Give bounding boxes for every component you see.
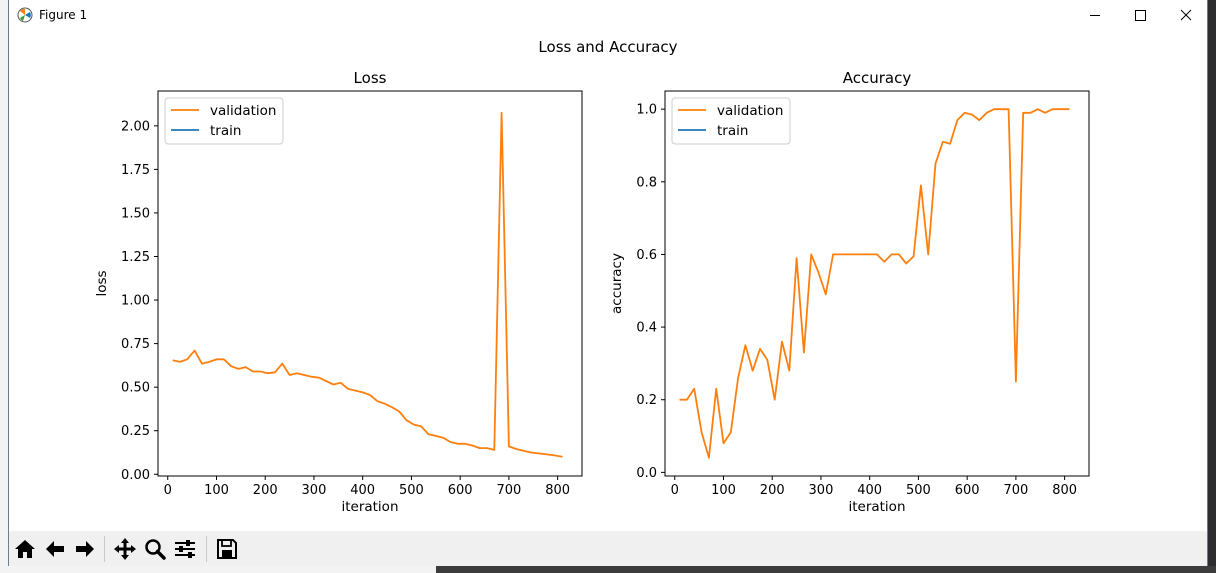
back-arrow-icon xyxy=(46,541,64,557)
x-tick-label: 500 xyxy=(906,483,931,498)
loss-subplot: Loss 0 100 200 300 400 500 600 700 800 0.00 0.25 0.5… xyxy=(94,69,583,515)
x-tick-label: 600 xyxy=(955,483,980,498)
background-right-editor xyxy=(1208,0,1216,573)
maximize-icon xyxy=(1135,10,1146,21)
figure-suptitle: Loss and Accuracy xyxy=(538,38,677,56)
legend-label: train xyxy=(210,123,241,139)
x-axis-label: iteration xyxy=(341,499,398,515)
x-tick-label: 400 xyxy=(350,483,375,498)
x-tick-label: 800 xyxy=(1052,483,1077,498)
figure-window: Figure 1 Loss and Accuracy Loss 0 100 200 30… xyxy=(8,0,1208,566)
axes-frame xyxy=(157,90,583,477)
y-tick-label: 0.50 xyxy=(121,381,150,396)
background-left xyxy=(0,0,8,573)
x-tick-label: 800 xyxy=(545,483,570,498)
x-tick-label: 100 xyxy=(204,483,229,498)
series-line-validation xyxy=(172,111,563,458)
close-icon xyxy=(1180,9,1192,21)
back-button[interactable] xyxy=(41,535,69,563)
x-tick-label: 500 xyxy=(399,483,424,498)
y-tick-label: 0.2 xyxy=(636,393,657,408)
minimize-icon xyxy=(1090,15,1100,16)
y-tick-label: 0.00 xyxy=(121,468,150,483)
toolbar-separator xyxy=(206,536,207,562)
x-tick-label: 0 xyxy=(164,483,172,498)
x-tick-label: 200 xyxy=(253,483,278,498)
configure-subplots-button[interactable] xyxy=(171,535,199,563)
background-bottom-left xyxy=(0,566,436,573)
y-axis-label: accuracy xyxy=(609,253,625,314)
x-tick-label: 300 xyxy=(809,483,834,498)
y-tick-label: 0.4 xyxy=(636,321,657,336)
legend-label: validation xyxy=(717,103,783,119)
x-tick-label: 200 xyxy=(760,483,785,498)
subplot-title: Loss xyxy=(354,69,387,87)
y-tick-label: 1.00 xyxy=(121,294,150,309)
pan-move-icon xyxy=(114,538,136,560)
legend-label: train xyxy=(717,123,748,139)
x-tick-label: 600 xyxy=(448,483,473,498)
maximize-button[interactable] xyxy=(1117,0,1163,31)
legend-label: validation xyxy=(210,103,276,119)
window-title: Figure 1 xyxy=(39,8,88,22)
y-tick-label: 1.0 xyxy=(636,103,657,118)
zoom-button[interactable] xyxy=(141,535,169,563)
navigation-toolbar xyxy=(9,531,1207,566)
x-axis-label: iteration xyxy=(848,499,905,515)
x-tick-label: 300 xyxy=(302,483,327,498)
title-bar[interactable]: Figure 1 xyxy=(9,0,1207,31)
x-tick-label: 700 xyxy=(496,483,521,498)
forward-button[interactable] xyxy=(71,535,99,563)
y-tick-label: 1.25 xyxy=(121,250,150,265)
y-tick-label: 0.0 xyxy=(636,466,657,481)
x-tick-label: 100 xyxy=(711,483,736,498)
y-tick-label: 0.75 xyxy=(121,337,150,352)
y-tick-label: 0.25 xyxy=(121,424,150,439)
save-button[interactable] xyxy=(213,535,241,563)
x-tick-label: 700 xyxy=(1003,483,1028,498)
home-button[interactable] xyxy=(11,535,39,563)
y-tick-label: 0.6 xyxy=(636,248,657,263)
y-tick-label: 1.50 xyxy=(121,206,150,221)
y-tick-label: 1.75 xyxy=(121,163,150,178)
series-line-validation xyxy=(679,108,1070,459)
figure-canvas[interactable]: Loss and Accuracy Loss 0 100 200 300 400 500 60… xyxy=(9,31,1207,531)
y-axis-label: loss xyxy=(94,270,110,296)
y-tick-label: 2.00 xyxy=(121,119,150,134)
accuracy-subplot: Accuracy 0 100 200 300 400 500 600 700 800 0.0 0.2 0… xyxy=(609,69,1090,515)
x-tick-label: 0 xyxy=(671,483,679,498)
pan-button[interactable] xyxy=(111,535,139,563)
matplotlib-logo-icon xyxy=(17,7,33,23)
axes-frame xyxy=(664,90,1090,477)
y-tick-label: 0.8 xyxy=(636,175,657,190)
background-bottom-editor xyxy=(436,566,1216,573)
save-floppy-icon xyxy=(217,539,237,559)
home-icon xyxy=(15,540,35,558)
close-button[interactable] xyxy=(1163,0,1209,31)
configure-subplots-icon xyxy=(175,540,195,558)
subplot-title: Accuracy xyxy=(843,69,912,87)
forward-arrow-icon xyxy=(76,541,94,557)
minimize-button[interactable] xyxy=(1071,0,1117,31)
x-tick-label: 400 xyxy=(857,483,882,498)
toolbar-separator xyxy=(104,536,105,562)
zoom-magnifier-icon xyxy=(145,539,166,560)
